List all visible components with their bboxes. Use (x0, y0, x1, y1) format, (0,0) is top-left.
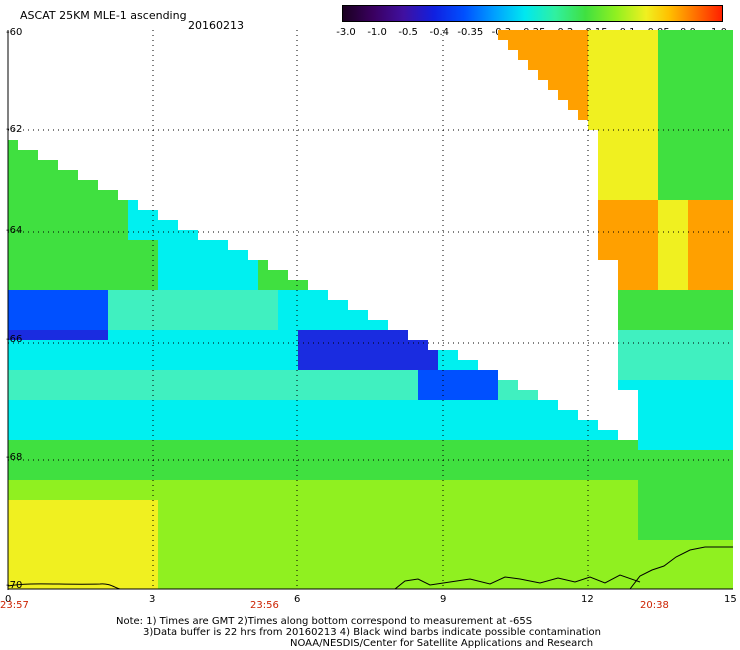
colorbar-tick-label: -1.0 (367, 27, 387, 38)
colorbar (342, 5, 723, 22)
colorbar-tick-label: -0.4 (429, 27, 450, 38)
coastline-right (629, 546, 733, 590)
x-tick-label: 3 (149, 594, 156, 605)
y-tick-label: -64 (6, 225, 23, 236)
colorbar-tick-label: -3.0 (336, 27, 356, 38)
product-date: 20160213 (188, 19, 244, 32)
x-tick-label: 9 (440, 594, 447, 605)
x-tick-label: 15 (724, 594, 737, 605)
y-tick-label: -60 (6, 27, 23, 38)
time-label: 20:38 (640, 600, 669, 611)
coastline-left (7, 583, 121, 590)
note-line-3: NOAA/NESDIS/Center for Satellite Applica… (290, 638, 594, 649)
note-line-1: Note: 1) Times are GMT 2)Times along bot… (116, 616, 533, 627)
time-label: 23:56 (250, 600, 279, 611)
coastline-bottom (394, 574, 641, 590)
y-tick-label: -62 (6, 124, 23, 135)
y-tick-label: -68 (6, 452, 23, 463)
product-title: ASCAT 25KM MLE-1 ascending (20, 9, 187, 22)
time-label: 23:57 (0, 600, 29, 611)
y-tick-label: -66 (6, 334, 23, 345)
x-tick-label: 0 (5, 594, 12, 605)
colorbar-tick-label: -0.5 (398, 27, 418, 38)
x-tick-label: 6 (294, 594, 301, 605)
x-tick-label: 12 (581, 594, 594, 605)
note-line-2: 3)Data buffer is 22 hrs from 20160213 4)… (143, 627, 601, 638)
y-tick-label: -70 (6, 580, 23, 591)
colorbar-tick-label: -0.35 (457, 27, 484, 38)
